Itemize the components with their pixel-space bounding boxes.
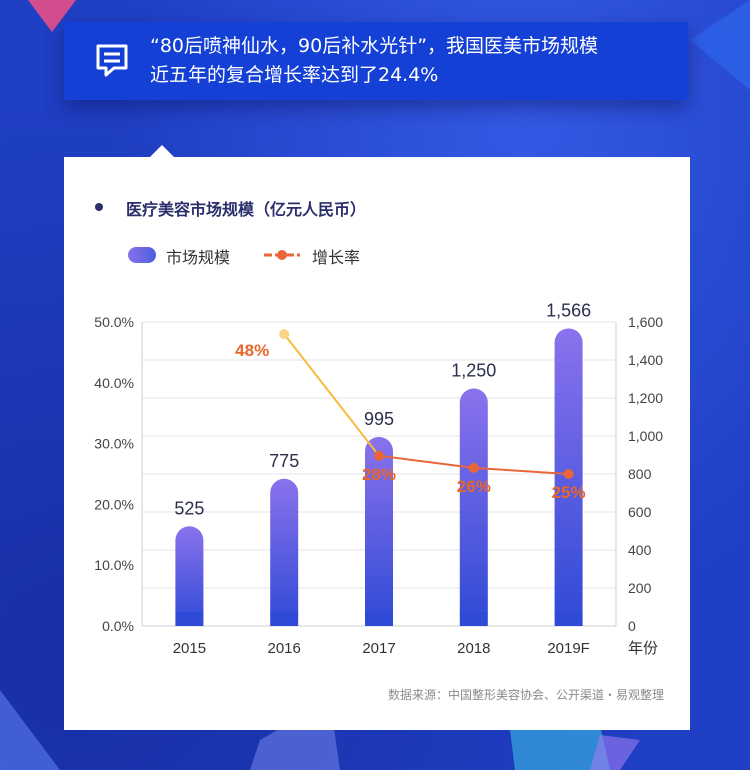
growth-rate-label: 26% bbox=[457, 477, 491, 496]
growth-point bbox=[563, 469, 574, 479]
bar-base bbox=[270, 612, 299, 626]
right-axis-tick: 600 bbox=[628, 504, 652, 520]
source-note: 数据来源：中国整形美容协会、公开渠道・易观整理 bbox=[387, 688, 664, 702]
header-line-2: 近五年的复合增长率达到了24.4% bbox=[150, 64, 439, 86]
growth-rate-label: 25% bbox=[552, 483, 586, 502]
message-icon bbox=[96, 44, 128, 77]
legend-bar-swatch bbox=[128, 247, 156, 263]
left-axis-tick: 40.0% bbox=[94, 375, 134, 391]
bar-base bbox=[554, 612, 583, 626]
legend-line-label: 增长率 bbox=[312, 248, 361, 267]
header-banner: “80后喷神仙水，90后补水光针”，我国医美市场规模 近五年的复合增长率达到了2… bbox=[64, 22, 688, 100]
x-axis-tick: 2019F bbox=[547, 640, 590, 657]
left-axis-tick: 0.0% bbox=[102, 618, 134, 634]
x-axis-tick: 2018 bbox=[457, 640, 490, 657]
x-axis-tick: 2016 bbox=[268, 640, 301, 657]
right-axis-tick: 1,600 bbox=[628, 314, 663, 330]
right-axis-tick: 800 bbox=[628, 466, 652, 482]
left-axis-tick: 10.0% bbox=[94, 557, 134, 573]
right-axis-tick: 200 bbox=[628, 580, 652, 596]
bar-value-label: 995 bbox=[364, 409, 394, 429]
header-line-1: “80后喷神仙水，90后补水光针”，我国医美市场规模 bbox=[150, 35, 599, 57]
x-axis-unit: 年份 bbox=[628, 640, 658, 657]
left-axis-tick: 30.0% bbox=[94, 436, 134, 452]
bar bbox=[365, 436, 393, 626]
growth-rate-label: 48% bbox=[235, 341, 269, 360]
growth-rate-label: 28% bbox=[362, 465, 396, 484]
bar-base bbox=[459, 612, 488, 626]
bar bbox=[175, 526, 204, 626]
left-axis-tick: 20.0% bbox=[94, 496, 134, 512]
bar-value-label: 525 bbox=[174, 498, 204, 518]
x-axis-tick: 2017 bbox=[362, 640, 395, 657]
legend-line-swatch bbox=[264, 250, 300, 260]
bar bbox=[459, 388, 488, 626]
title-bullet bbox=[95, 203, 103, 211]
card-notch bbox=[150, 145, 174, 157]
right-axis-tick: 1,000 bbox=[628, 428, 663, 444]
bar-base bbox=[365, 612, 393, 626]
growth-line-segment bbox=[378, 454, 474, 469]
chart-title: 医疗美容市场规模（亿元人民币） bbox=[126, 200, 367, 219]
growth-point bbox=[468, 462, 479, 473]
x-axis-tick: 2015 bbox=[173, 640, 206, 657]
right-axis-tick: 1,200 bbox=[628, 390, 663, 406]
right-axis-tick: 0 bbox=[628, 618, 636, 634]
bar-value-label: 1,250 bbox=[451, 361, 496, 381]
growth-point bbox=[279, 329, 290, 340]
legend-bar-label: 市场规模 bbox=[166, 248, 231, 267]
left-axis-tick: 50.0% bbox=[94, 314, 134, 330]
growth-line-segment bbox=[473, 466, 569, 475]
bar-value-label: 775 bbox=[269, 451, 299, 471]
growth-point bbox=[374, 450, 384, 461]
right-axis-tick: 400 bbox=[628, 542, 652, 558]
bar-value-label: 1,566 bbox=[546, 300, 591, 320]
bar-base bbox=[175, 612, 204, 626]
bar bbox=[270, 478, 299, 626]
right-axis-tick: 1,400 bbox=[628, 352, 663, 368]
growth-line-segment bbox=[283, 333, 380, 457]
header-text: “80后喷神仙水，90后补水光针”，我国医美市场规模 近五年的复合增长率达到了2… bbox=[150, 32, 680, 90]
